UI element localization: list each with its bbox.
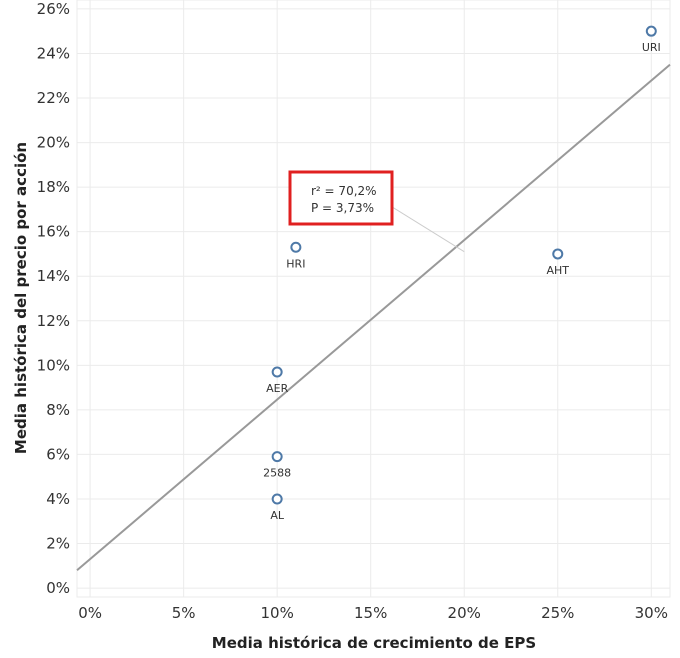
y-tick-label: 14% xyxy=(37,267,70,285)
point-label-2588: 2588 xyxy=(263,467,291,480)
data-point-aer[interactable] xyxy=(271,366,283,378)
y-tick-label: 26% xyxy=(37,0,70,18)
annotation-leader-line xyxy=(380,199,465,253)
y-tick-label: 18% xyxy=(37,178,70,196)
data-point-aht[interactable] xyxy=(552,248,564,260)
data-point-al[interactable] xyxy=(271,493,283,505)
x-tick-label: 30% xyxy=(635,604,668,622)
x-tick-label: 15% xyxy=(354,604,387,622)
x-tick-label: 25% xyxy=(541,604,574,622)
data-points: URI HRI AHT AER 2588 AL xyxy=(263,25,661,522)
data-point-hri[interactable] xyxy=(290,241,302,253)
trend-line xyxy=(76,63,671,572)
y-tick-label: 6% xyxy=(46,445,70,463)
r-squared-text: r² = 70,2% xyxy=(311,184,377,198)
y-axis-title: Media histórica del precio por acción xyxy=(12,142,30,454)
point-label-hri: HRI xyxy=(286,257,305,270)
y-tick-label: 22% xyxy=(37,89,70,107)
grid-lines xyxy=(76,0,671,598)
data-point-2588[interactable] xyxy=(271,451,283,463)
y-axis-ticks: 0% 2% 4% 6% 8% 10% 12% 14% 16% 18% 20% 22% 24% 26% xyxy=(37,0,70,597)
point-label-uri: URI xyxy=(642,41,661,54)
x-tick-label: 0% xyxy=(78,604,102,622)
y-tick-label: 4% xyxy=(46,490,70,508)
point-label-al: AL xyxy=(270,509,285,522)
regression-annotation: r² = 70,2% P = 3,73% xyxy=(288,170,394,226)
y-tick-label: 20% xyxy=(37,134,70,152)
x-axis-title: Media histórica de crecimiento de EPS xyxy=(212,634,536,652)
y-tick-label: 2% xyxy=(46,535,70,553)
point-label-aer: AER xyxy=(266,382,288,395)
x-tick-label: 5% xyxy=(172,604,196,622)
annotation-box xyxy=(288,170,394,226)
trend-layer xyxy=(76,63,671,572)
y-tick-label: 24% xyxy=(37,44,70,62)
p-value-text: P = 3,73% xyxy=(311,201,374,215)
y-tick-label: 12% xyxy=(37,312,70,330)
y-tick-label: 8% xyxy=(46,401,70,419)
x-tick-label: 10% xyxy=(260,604,293,622)
y-tick-label: 0% xyxy=(46,579,70,597)
x-tick-label: 20% xyxy=(448,604,481,622)
y-tick-label: 10% xyxy=(37,356,70,374)
x-axis-ticks: 0% 5% 10% 15% 20% 25% 30% xyxy=(78,604,668,622)
plot-area-border xyxy=(76,0,671,598)
y-tick-label: 16% xyxy=(37,223,70,241)
point-label-aht: AHT xyxy=(547,264,570,277)
data-point-uri[interactable] xyxy=(645,25,657,37)
